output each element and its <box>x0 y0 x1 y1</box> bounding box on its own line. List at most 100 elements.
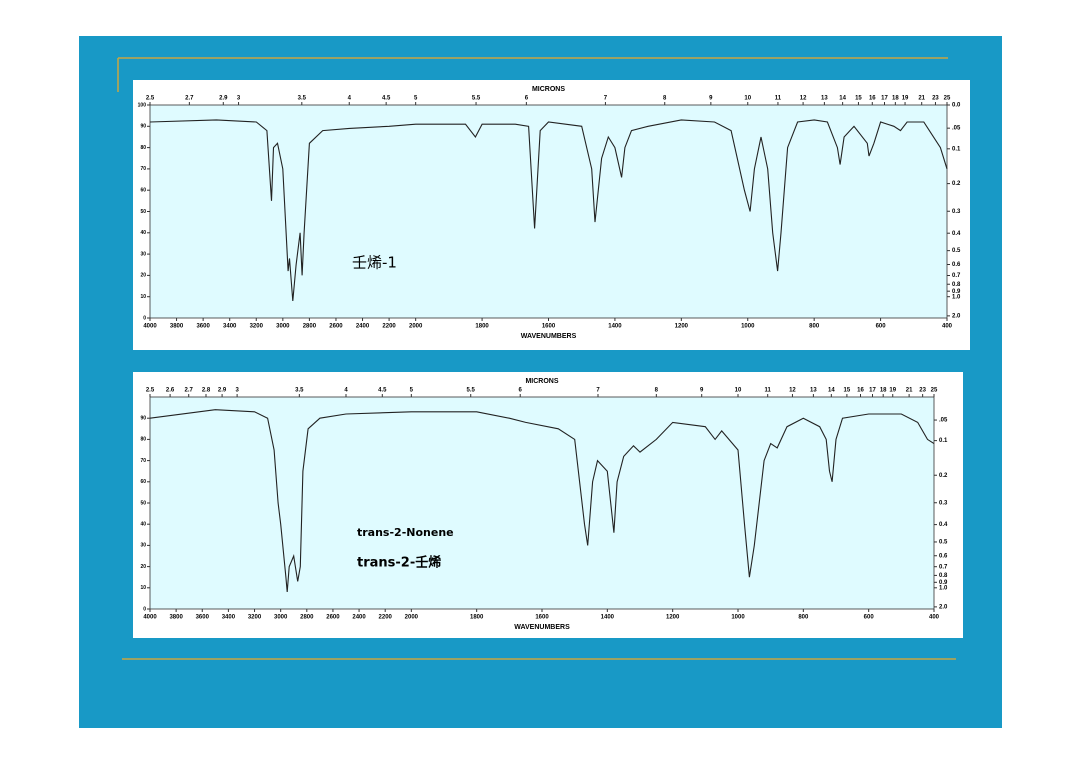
y2-tick-label: 0.4 <box>939 522 948 528</box>
x2-tick-label: 10 <box>735 388 742 394</box>
y2-tick-label: 0.6 <box>939 553 948 559</box>
y-tick-label: 50 <box>140 209 146 215</box>
x2-tick-label: 10 <box>744 96 751 102</box>
y-tick-label: 10 <box>140 294 146 300</box>
x-tick-label: 3800 <box>170 324 184 330</box>
x-tick-label: 1800 <box>475 324 489 330</box>
x-tick-label: 1400 <box>601 615 615 621</box>
y-tick-label: 70 <box>140 166 146 172</box>
x-tick-label: 3600 <box>196 615 210 621</box>
y2-tick-label: 0.4 <box>952 231 961 237</box>
y-tick-label: 90 <box>140 124 146 130</box>
x2-tick-label: 2.7 <box>185 388 194 394</box>
y-tick-label: 0 <box>143 606 146 612</box>
x2-tick-label: 9 <box>709 96 713 102</box>
x2-tick-label: 11 <box>765 388 772 394</box>
x2-tick-label: 13 <box>810 388 817 394</box>
x2-tick-label: 3 <box>235 388 239 394</box>
y-tick-label: 100 <box>138 102 147 108</box>
x2-tick-label: 17 <box>881 96 888 102</box>
x2-tick-label: 12 <box>789 388 796 394</box>
y2-tick-label: 0.5 <box>952 248 961 254</box>
x-tick-label: 3600 <box>196 324 210 330</box>
x2-tick-label: 15 <box>855 96 862 102</box>
x2-tick-label: 9 <box>700 388 704 394</box>
x2-tick-label: 11 <box>775 96 782 102</box>
x2-tick-label: 17 <box>869 388 876 394</box>
y-tick-label: 40 <box>140 522 146 528</box>
x-tick-label: 1000 <box>741 324 755 330</box>
x2-tick-label: 2.9 <box>218 388 227 394</box>
x-tick-label: 3200 <box>250 324 264 330</box>
x2-tick-label: 2.5 <box>146 388 155 394</box>
x2-tick-label: 25 <box>944 96 951 102</box>
x2-tick-label: 13 <box>821 96 828 102</box>
y2-tick-label: 0.3 <box>952 209 961 215</box>
x2-tick-label: 23 <box>932 96 939 102</box>
x-tick-label: 1800 <box>470 615 484 621</box>
x-tick-label: 2400 <box>356 324 370 330</box>
x2-tick-label: 23 <box>919 388 926 394</box>
x-tick-label: 1400 <box>608 324 622 330</box>
x-tick-label: 2800 <box>300 615 314 621</box>
x2-tick-label: 14 <box>828 388 835 394</box>
y2-tick-label: 0.0 <box>952 103 961 109</box>
y2-tick-label: 2.0 <box>939 604 948 610</box>
x2-tick-label: 5 <box>414 96 418 102</box>
y-tick-label: 10 <box>140 585 146 591</box>
y-tick-label: 80 <box>140 437 146 443</box>
x2-tick-label: 21 <box>918 96 925 102</box>
x2-tick-label: 18 <box>880 388 887 394</box>
x2-tick-label: 14 <box>839 96 846 102</box>
y2-tick-label: 0.6 <box>952 262 961 268</box>
x2-tick-label: 5.5 <box>467 388 476 394</box>
x2-tick-label: 12 <box>800 96 807 102</box>
x-tick-label: 800 <box>798 615 809 621</box>
y-tick-label: 80 <box>140 145 146 151</box>
x2-tick-label: 19 <box>889 388 896 394</box>
x-tick-label: 2400 <box>352 615 366 621</box>
y2-tick-label: 0.2 <box>939 473 948 479</box>
x-tick-label: 2000 <box>409 324 423 330</box>
y2-tick-label: 1.0 <box>952 294 961 300</box>
x2-tick-label: 25 <box>931 388 938 394</box>
x2-tick-label: 19 <box>902 96 909 102</box>
spectrum-line <box>149 409 935 593</box>
x2-tick-label: 2.6 <box>166 388 175 394</box>
y2-tick-label: 0.7 <box>939 564 948 570</box>
x-tick-label: 3000 <box>276 324 290 330</box>
plot-area <box>149 396 935 610</box>
x-tick-label: 2200 <box>382 324 396 330</box>
x-tick-label: 3800 <box>169 615 183 621</box>
y2-tick-label: 0.8 <box>952 282 961 288</box>
x2-axis-label: MICRONS <box>525 378 558 385</box>
x-tick-label: 1600 <box>535 615 549 621</box>
y-tick-label: 20 <box>140 564 146 570</box>
x-tick-label: 3400 <box>223 324 237 330</box>
y-tick-label: 70 <box>140 458 146 464</box>
y-tick-label: 90 <box>140 416 146 422</box>
x-tick-label: 600 <box>876 324 887 330</box>
y-tick-label: 20 <box>140 273 146 279</box>
x-tick-label: 1200 <box>666 615 680 621</box>
x-tick-label: 2000 <box>405 615 419 621</box>
x-tick-label: 3200 <box>248 615 262 621</box>
y2-tick-label: .05 <box>952 126 961 132</box>
x2-tick-label: 3 <box>237 96 241 102</box>
x2-tick-label: 4.5 <box>378 388 387 394</box>
x-tick-label: 2600 <box>326 615 340 621</box>
x2-tick-label: 8 <box>663 96 667 102</box>
y-tick-label: 0 <box>143 315 146 321</box>
y2-tick-label: 0.1 <box>952 146 961 152</box>
x-tick-label: 800 <box>809 324 820 330</box>
x-tick-label: 2600 <box>329 324 343 330</box>
x-tick-label: 1600 <box>542 324 556 330</box>
x-tick-label: 4000 <box>143 615 157 621</box>
x2-tick-label: 6 <box>525 96 529 102</box>
x-tick-label: 600 <box>864 615 875 621</box>
x2-tick-label: 6 <box>519 388 523 394</box>
x2-tick-label: 3.5 <box>298 96 307 102</box>
plot-area <box>149 104 948 319</box>
x2-tick-label: 15 <box>844 388 851 394</box>
